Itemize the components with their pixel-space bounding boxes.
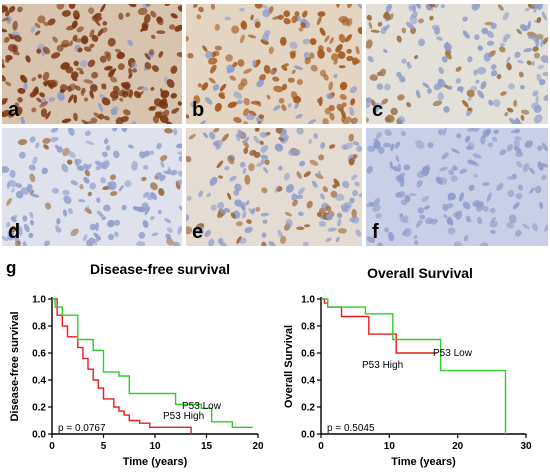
y-tick-label: 0.2	[32, 403, 46, 414]
y-tick-label: 0.0	[32, 430, 46, 441]
panel-label-d: d	[8, 221, 21, 243]
y-axis-label: Disease-free survival	[9, 311, 21, 421]
y-tick-label: 0.8	[301, 322, 315, 333]
micrograph-f-image	[366, 128, 548, 246]
series-label: P53 Low	[182, 401, 222, 412]
x-tick-label: 20	[252, 441, 264, 452]
axis-line	[320, 297, 526, 435]
x-tick-label: 0	[318, 441, 324, 452]
x-axis-label: Time (years)	[391, 456, 456, 468]
dfs-chart-svg: Disease-free survival 0.0 0.2 0.4 0.6 0.8 1.0 0…	[9, 261, 264, 468]
micrograph-b-image	[186, 4, 362, 124]
series-label: P53 High	[362, 360, 403, 371]
micrograph-b: b	[186, 4, 362, 124]
p-value-annotation: p = 0.5045	[327, 423, 375, 434]
os-chart-svg: Overall Survival 0.0 0.2 0.4 0.6 0.8 1.0 0 10 20 3…	[283, 265, 532, 468]
micrograph-f: f	[366, 128, 548, 246]
x-tick-label: 5	[101, 441, 107, 452]
panel-label-b: b	[192, 99, 205, 121]
x-tick-label: 20	[452, 441, 464, 452]
y-tick-label: 0.4	[301, 376, 315, 387]
series-label: P53 High	[163, 411, 204, 422]
x-tick-label: 30	[520, 441, 532, 452]
y-tick-label: 1.0	[301, 295, 315, 306]
panel-label-c: c	[372, 99, 384, 121]
micrograph-a: a	[2, 4, 182, 124]
micrograph-a-image	[2, 4, 182, 124]
x-tick-label: 10	[149, 441, 161, 452]
x-tick-label: 10	[384, 441, 396, 452]
y-tick-label: 0.4	[32, 376, 46, 387]
km-curve-p53-high	[52, 298, 192, 434]
panel-label-f: f	[372, 221, 379, 243]
x-tick-label: 0	[49, 441, 55, 452]
chart-title: Overall Survival	[367, 265, 473, 281]
p-value-annotation: p = 0.0767	[58, 423, 106, 434]
y-axis-label: Overall Survival	[283, 325, 295, 408]
y-tick-label: 0.0	[301, 430, 315, 441]
km-curve-p53-high	[321, 298, 438, 354]
y-tick-label: 0.2	[301, 403, 315, 414]
panel-label-e: e	[192, 221, 204, 243]
micrograph-e: e	[186, 128, 362, 246]
panel-label-a: a	[8, 99, 20, 121]
y-tick-label: 1.0	[32, 295, 46, 306]
micrograph-e-image	[186, 128, 362, 246]
series-label: P53 Low	[433, 348, 473, 359]
axis-line	[51, 297, 258, 435]
x-axis-label: Time (years)	[123, 456, 188, 468]
micrograph-d-image	[2, 128, 182, 246]
chart-title: Disease-free survival	[90, 262, 230, 277]
micrograph-c: c	[366, 4, 548, 124]
panel-label-g: g	[6, 258, 17, 277]
y-tick-label: 0.6	[32, 349, 46, 360]
os-chart: Overall Survival 0.0 0.2 0.4 0.6 0.8 1.0 0 10 20 3…	[278, 262, 550, 471]
y-tick-label: 0.6	[301, 349, 315, 360]
km-curve-p53-low	[52, 298, 253, 428]
dfs-chart: Disease-free survival 0.0 0.2 0.4 0.6 0.8 1.0 0…	[0, 261, 272, 471]
micrograph-c-image	[366, 4, 548, 124]
micrograph-d: d	[2, 128, 182, 246]
km-curve-p53-low	[321, 298, 507, 434]
x-tick-label: 15	[201, 441, 213, 452]
y-tick-label: 0.8	[32, 322, 46, 333]
